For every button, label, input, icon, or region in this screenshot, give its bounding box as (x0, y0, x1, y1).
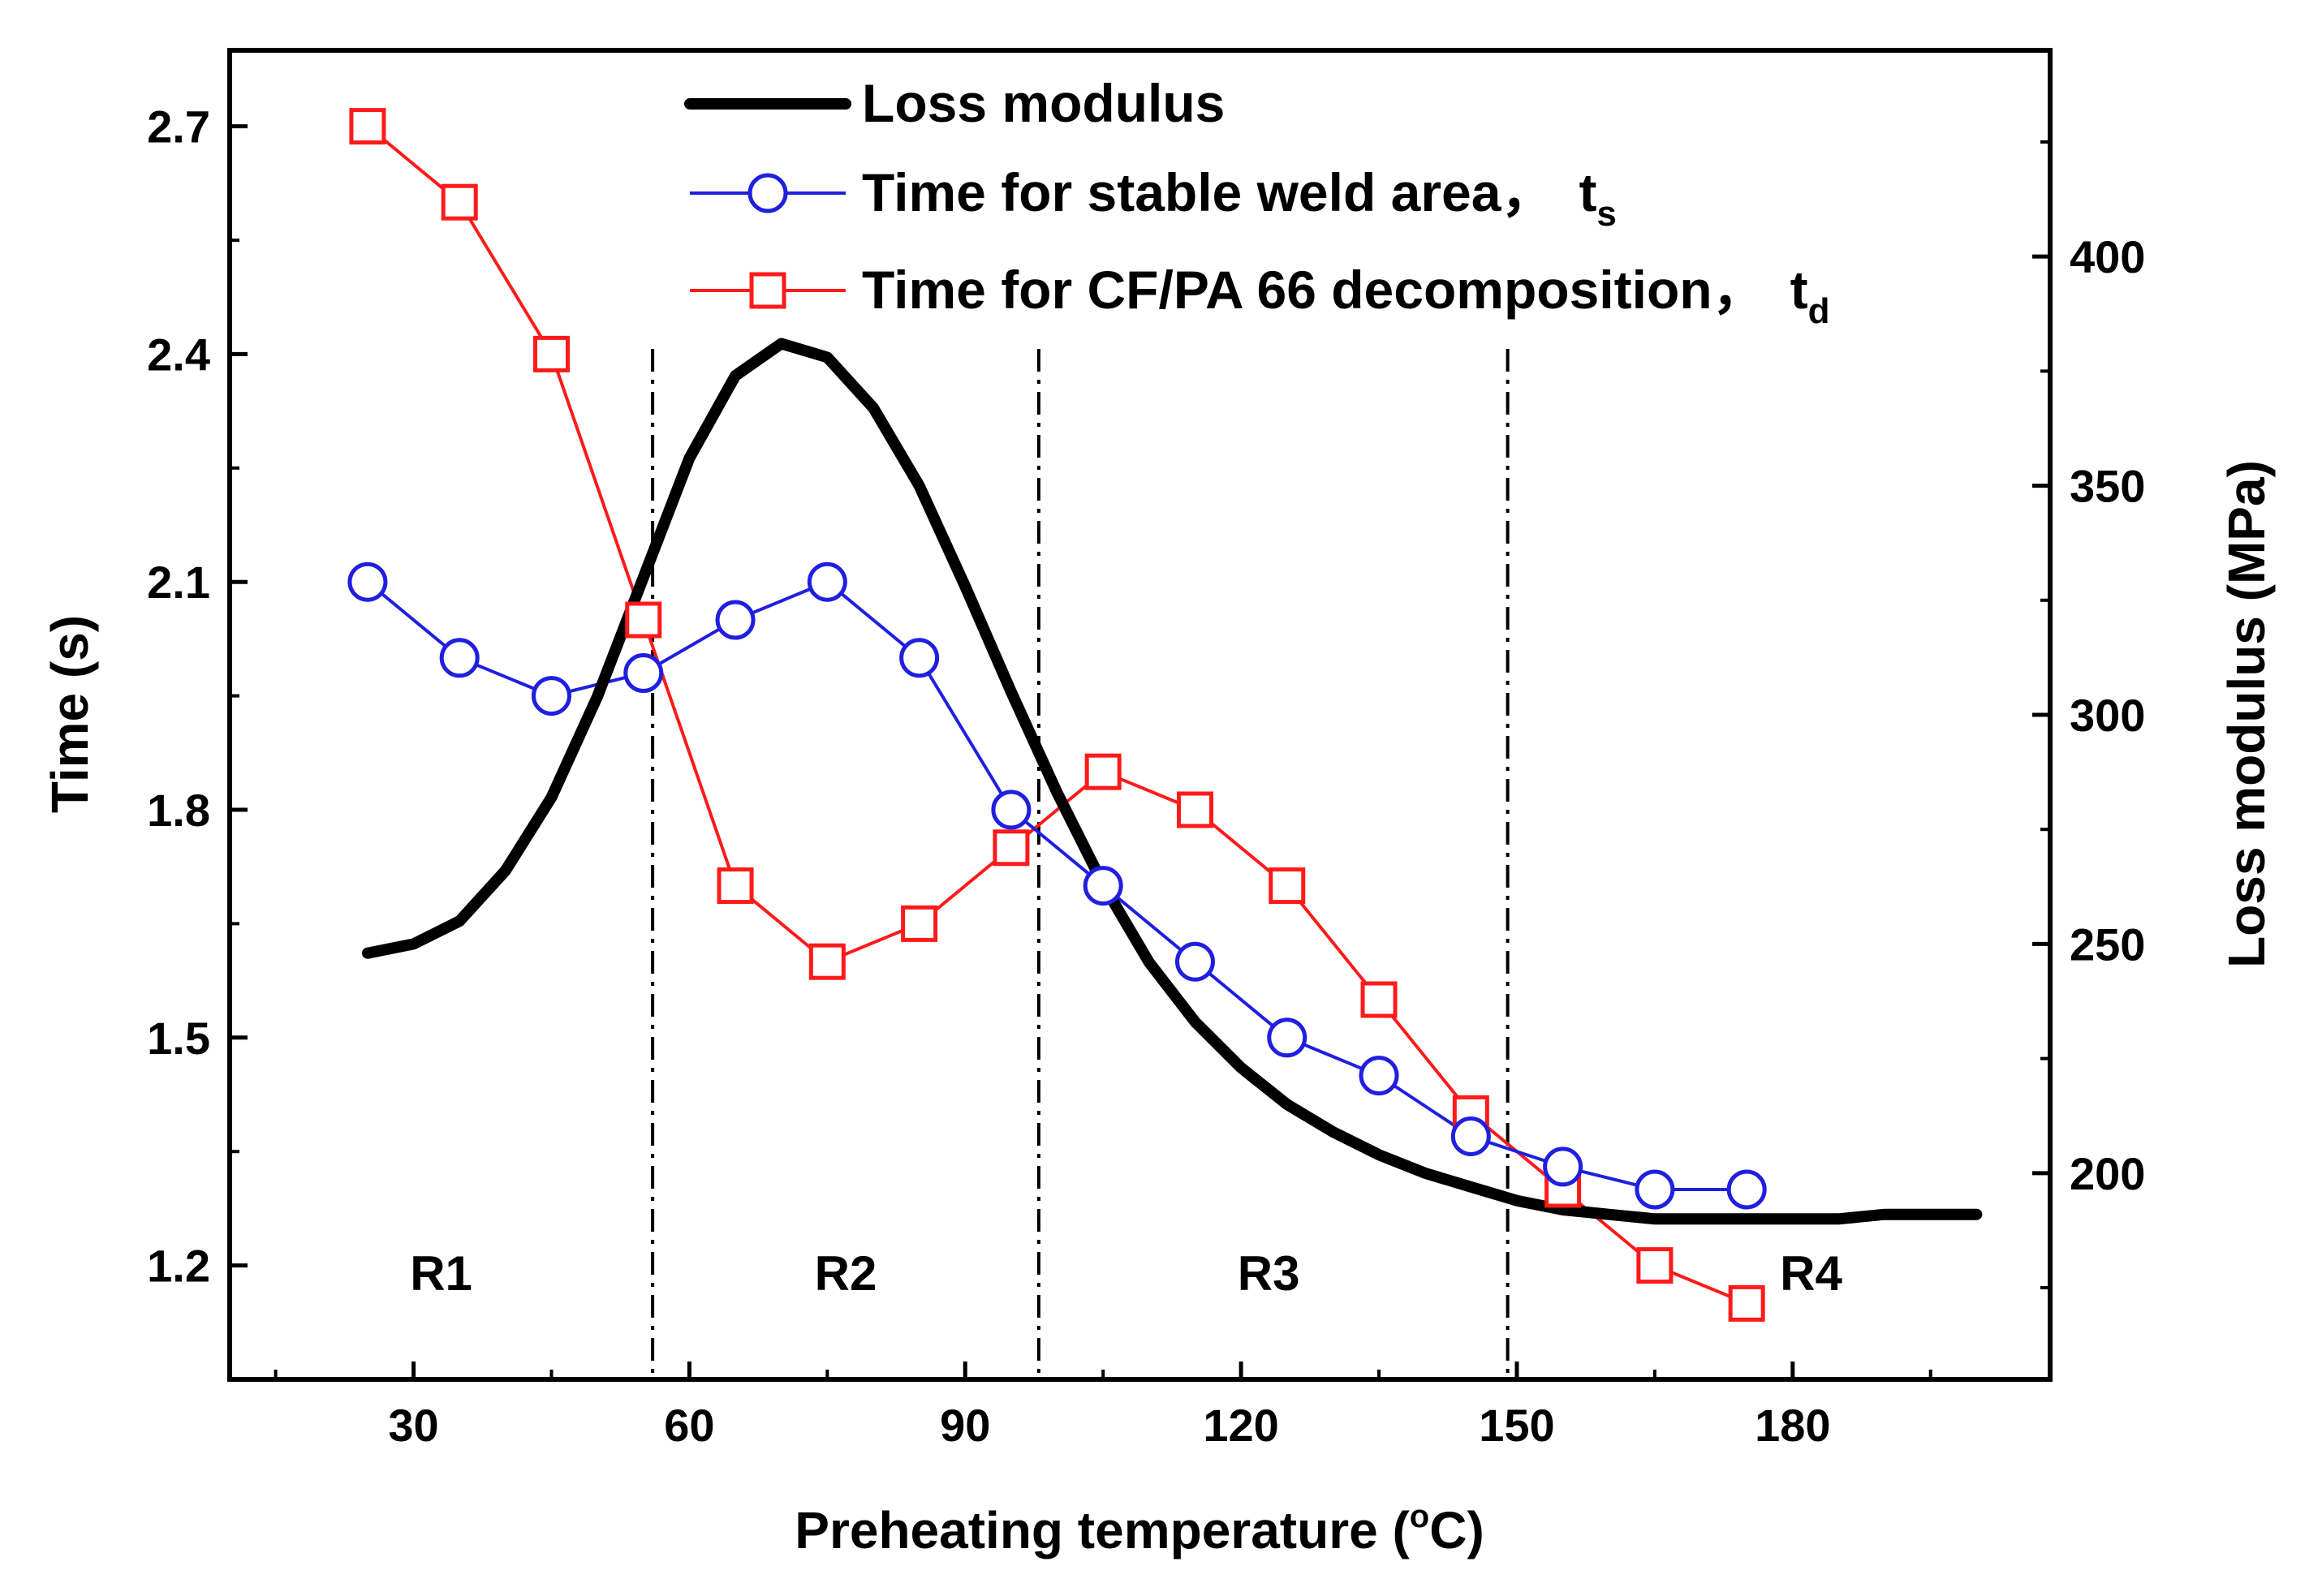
region-label: R4 (1780, 1246, 1842, 1301)
stable-weld-time-point (991, 789, 1032, 830)
decomposition-time-point (1176, 791, 1213, 828)
y-left-tick-label: 2.7 (147, 101, 210, 153)
y-left-tick-label: 2.4 (147, 329, 210, 380)
stable-weld-time-point (1174, 941, 1215, 982)
x-axis-title: Preheating temperature (oC) (795, 1499, 1484, 1559)
region-label: R2 (815, 1246, 877, 1301)
legend-decomposition-label: Time for CF/PA 66 decomposition， td (862, 260, 1829, 331)
decomposition-time-point (1084, 753, 1122, 790)
stable-weld-time-point (899, 638, 940, 678)
legend-stable-weld-label: Time for stable weld area， ts (862, 162, 1617, 234)
stable-weld-time-point (1726, 1169, 1767, 1210)
stable-weld-time-point (439, 638, 480, 678)
stable-weld-time-point (807, 561, 847, 602)
decomposition-time-point (993, 829, 1030, 867)
y-right-tick-label: 250 (2070, 918, 2145, 970)
y-right-tick-label: 300 (2070, 690, 2145, 741)
y-left-tick-label: 2.1 (147, 557, 210, 608)
legend-stable-weld-marker (747, 173, 788, 213)
decomposition-time-point (808, 943, 846, 980)
series-layer (347, 108, 1983, 1322)
x-tick-label: 120 (1203, 1400, 1278, 1451)
y-axis-right-title: Loss modulus (MPa) (2217, 460, 2276, 968)
y-right-tick-label: 200 (2070, 1148, 2145, 1199)
decomposition-time-point (1728, 1284, 1765, 1322)
x-tick-label: 150 (1479, 1400, 1554, 1451)
stable-weld-time-point (1083, 866, 1123, 906)
legend: Loss modulus Time for stable weld area， ts… (684, 73, 1829, 331)
x-tick-label: 60 (664, 1400, 714, 1451)
decomposition-time-point (441, 183, 478, 221)
axis-ticks: 30 60 90 120 150 180 1.2 1.5 1.8 2.1 2.4 2.7 200 250 3… (147, 101, 2145, 1451)
plot-frame (227, 48, 2053, 1382)
decomposition-time-point (1269, 867, 1306, 905)
y-left-tick-label: 1.5 (147, 1013, 210, 1064)
y-left-tick-label: 1.2 (147, 1241, 210, 1292)
stable-weld-time-line (366, 579, 1747, 1191)
stable-weld-time-point (347, 561, 388, 602)
decomposition-time-point (1360, 981, 1398, 1018)
y-left-tick-label: 1.8 (147, 785, 210, 836)
decomposition-time-point (625, 601, 662, 639)
y-right-tick-label: 400 (2070, 231, 2145, 282)
x-tick-label: 90 (940, 1400, 990, 1451)
stable-weld-time-point (1267, 1017, 1307, 1058)
decomposition-time-point (901, 905, 938, 942)
x-tick-label: 180 (1755, 1400, 1830, 1451)
y-right-tick-label: 350 (2070, 461, 2145, 512)
legend-loss-modulus-label: Loss modulus (862, 73, 1225, 133)
region-label: R1 (410, 1246, 472, 1301)
stable-weld-time-point (1359, 1056, 1399, 1096)
legend-decomposition-marker (749, 272, 786, 309)
stable-weld-time-point (1635, 1169, 1675, 1210)
region-label: R3 (1238, 1246, 1300, 1301)
stable-weld-time-point (531, 676, 571, 716)
stable-weld-time-point (623, 653, 664, 694)
stable-weld-time-point (715, 600, 756, 640)
x-tick-label: 30 (388, 1400, 438, 1451)
stable-weld-time-point (1450, 1116, 1491, 1156)
decomposition-time-point (349, 108, 386, 145)
region-dividers: R1 R2 R3 R4 (410, 349, 1842, 1379)
decomposition-time-point (717, 867, 754, 905)
stable-weld-time-point (1543, 1146, 1583, 1187)
loss-modulus-line (361, 338, 1983, 1225)
y-axis-left-title: Time (s) (41, 615, 99, 813)
decomposition-time-point (1636, 1247, 1674, 1284)
decomposition-time-point (532, 335, 570, 372)
